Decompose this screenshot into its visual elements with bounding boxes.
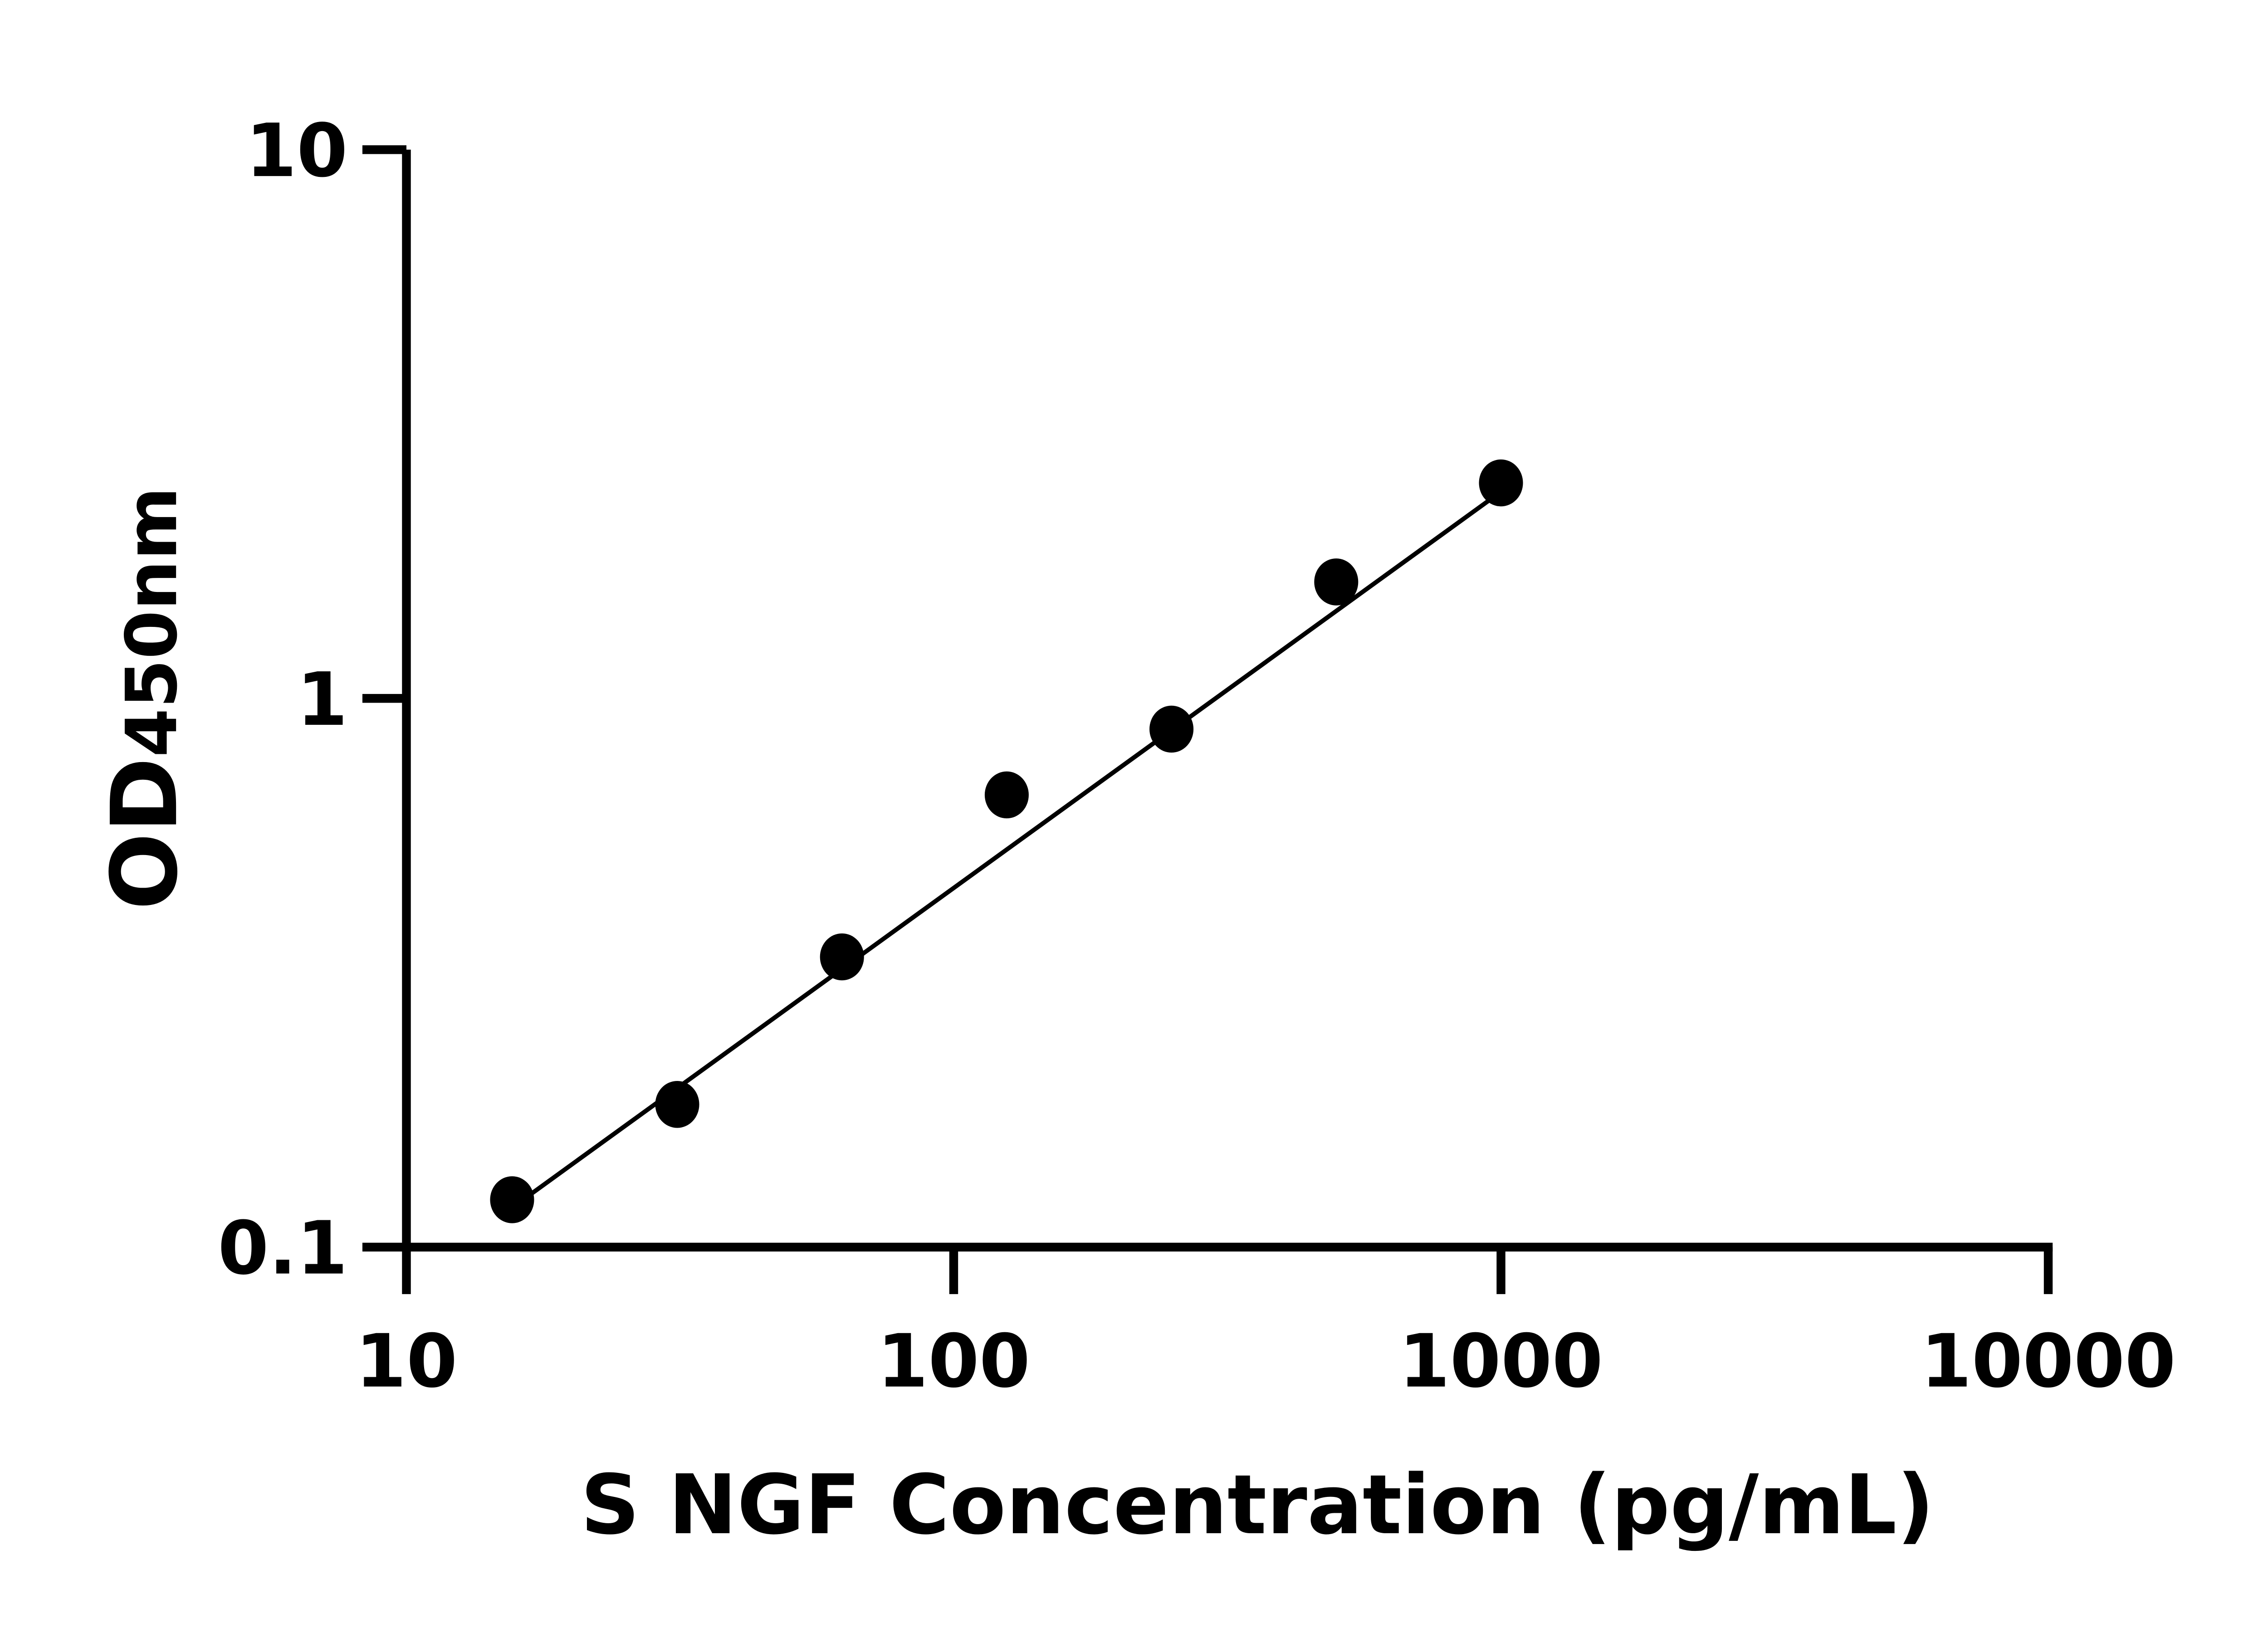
- data-point: [1314, 558, 1359, 606]
- data-point: [820, 933, 864, 981]
- axes: 10 100 1000 10000 0.1 1 10: [218, 108, 2176, 1404]
- x-tick-label: 100: [877, 1319, 1031, 1404]
- data-points: [490, 459, 1523, 1223]
- y-axis-title: OD450nm: [92, 487, 198, 910]
- x-tick-label: 10000: [1921, 1319, 2176, 1404]
- y-tick-label: 1: [297, 657, 348, 743]
- y-axis-title-main: OD: [92, 757, 198, 910]
- y-tick-label: 10: [246, 108, 348, 194]
- data-point: [490, 1176, 534, 1223]
- y-axis-title-sub: 450nm: [111, 487, 193, 757]
- data-point: [1479, 459, 1523, 507]
- x-tick-label: 1000: [1399, 1319, 1603, 1404]
- x-axis-title: S NGF Concentration (pg/mL): [581, 1457, 1934, 1553]
- x-tick-label: 10: [355, 1319, 457, 1404]
- y-tick-label: 0.1: [218, 1206, 347, 1291]
- data-point: [655, 1081, 699, 1128]
- data-point: [984, 771, 1029, 819]
- data-point: [1149, 705, 1194, 753]
